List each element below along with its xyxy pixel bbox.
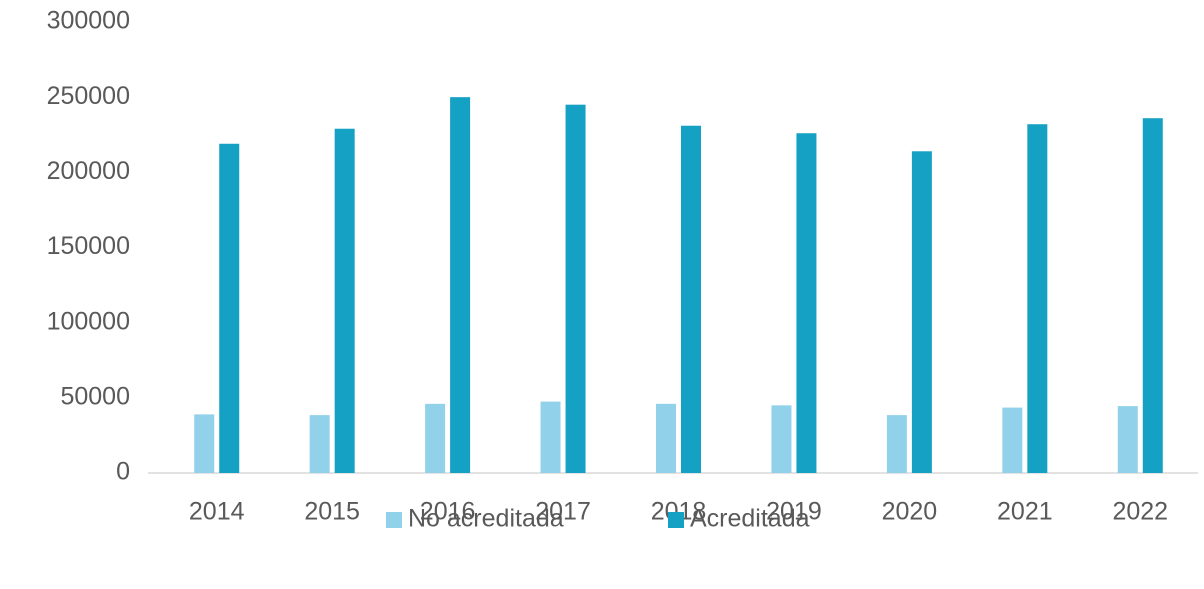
y-tick-label: 50000 (60, 382, 130, 410)
bar (1027, 124, 1048, 473)
y-tick-label: 200000 (47, 157, 130, 185)
bar (681, 125, 701, 473)
bar (1142, 118, 1163, 474)
bar (565, 104, 586, 473)
bar (334, 128, 355, 473)
y-tick-label: 300000 (47, 7, 130, 35)
legend-label: No acreditada (408, 505, 564, 533)
bar (911, 151, 932, 473)
bar (309, 415, 330, 473)
x-tick-label: 2015 (304, 498, 360, 526)
x-tick-label: 2014 (189, 498, 245, 526)
bar (886, 415, 907, 473)
x-tick-label: 2021 (997, 498, 1053, 526)
x-tick-label: 2019 (766, 498, 822, 526)
y-tick-label: 100000 (47, 307, 130, 335)
bar (425, 403, 446, 473)
bar (450, 97, 471, 474)
bar (1002, 407, 1023, 473)
bar (540, 401, 561, 473)
x-tick-label: 2016 (420, 498, 476, 526)
bar (1117, 406, 1138, 473)
bar (656, 403, 676, 473)
legend-swatch (386, 512, 402, 528)
x-tick-label: 2022 (1112, 498, 1168, 526)
y-tick-label: 250000 (47, 82, 130, 110)
bar (194, 414, 215, 473)
bar (771, 405, 792, 473)
x-tick-label: 2020 (882, 498, 938, 526)
x-tick-label: 2017 (535, 498, 591, 526)
bar (219, 143, 240, 473)
y-tick-label: 150000 (47, 232, 130, 260)
legend-swatch (668, 512, 684, 528)
y-tick-label: 0 (116, 458, 130, 486)
bar (796, 133, 817, 473)
legend-label: Acreditada (690, 505, 810, 533)
